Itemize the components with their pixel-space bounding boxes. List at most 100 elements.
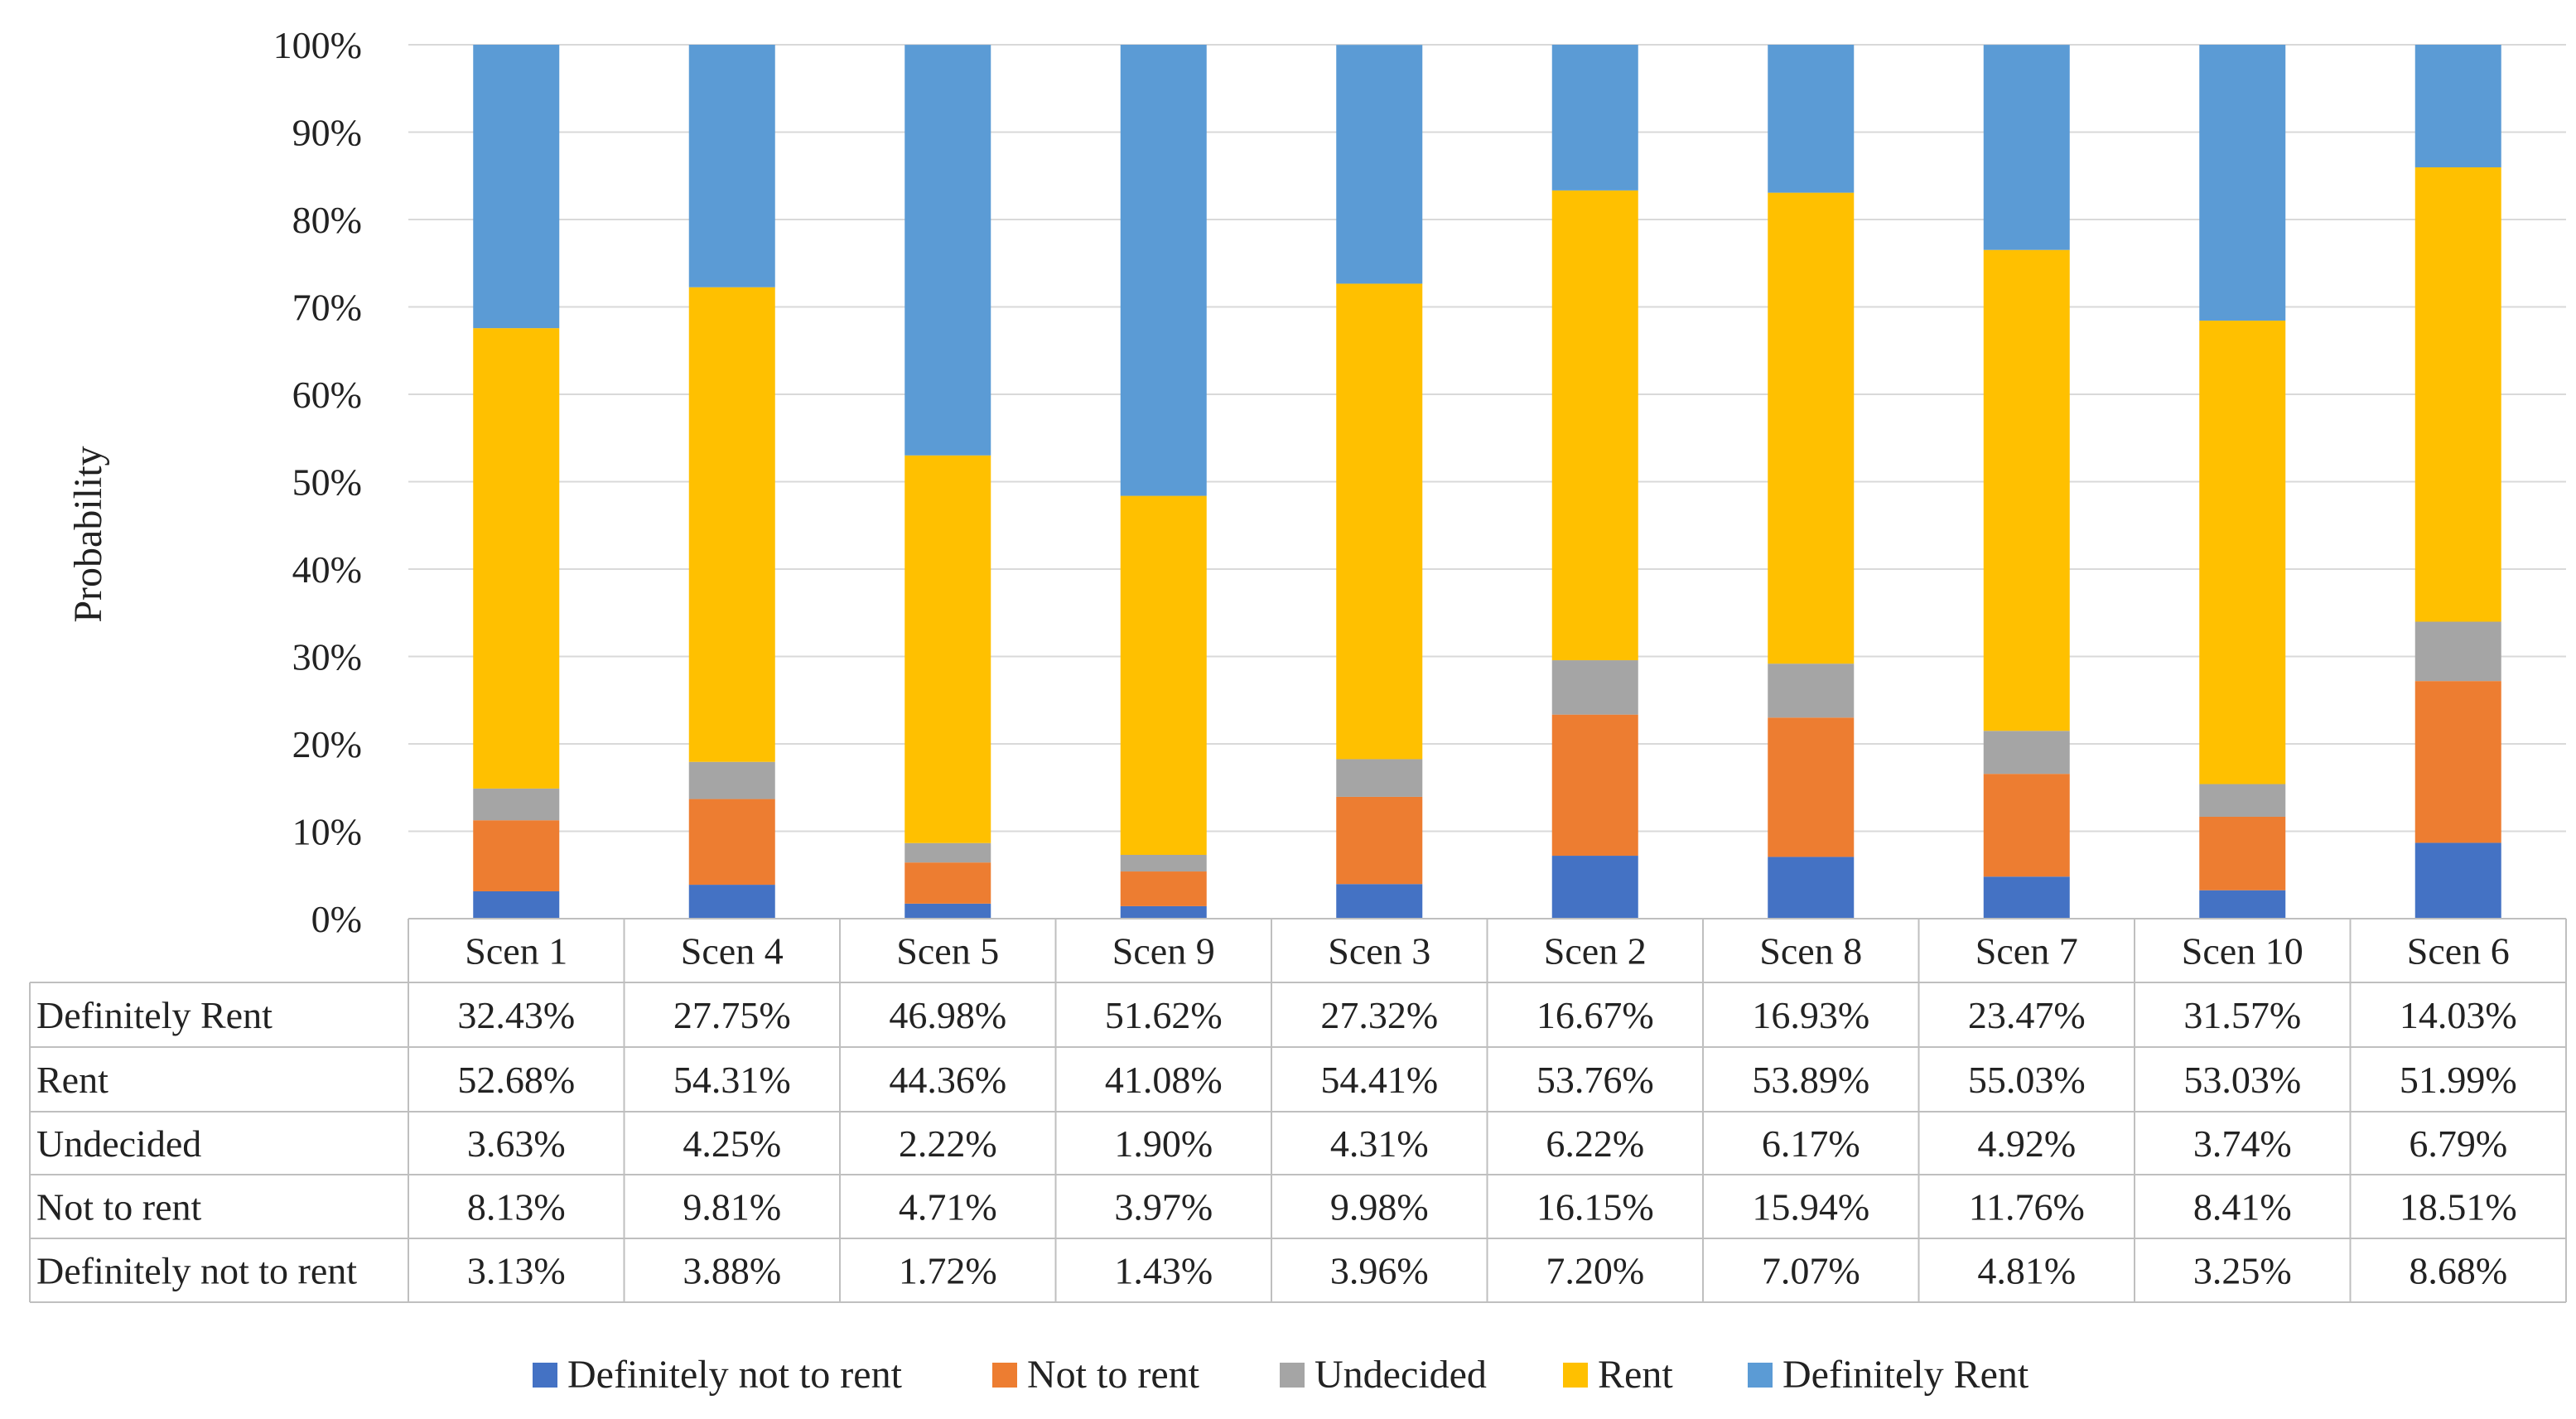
- legend-swatch: [1563, 1363, 1588, 1388]
- y-tick-label: 50%: [292, 461, 362, 504]
- bar-segment-definitely-rent: [1551, 45, 1638, 191]
- bar-segment-not-to-rent: [1336, 796, 1423, 885]
- legend-swatch: [1748, 1363, 1773, 1388]
- legend-label: Not to rent: [1027, 1353, 1200, 1397]
- table-cell-value: 31.57%: [2183, 994, 2301, 1036]
- bar-segment-rent: [1768, 192, 1855, 664]
- bar-segment-definitely-not-to-rent: [688, 885, 775, 919]
- bar-segment-undecided: [1120, 854, 1207, 872]
- table-cell-value: 1.43%: [1114, 1250, 1213, 1292]
- x-category-label: Scen 8: [1759, 930, 1862, 973]
- table-cell-value: 53.03%: [2183, 1059, 2301, 1101]
- table-cell-value: 52.68%: [457, 1059, 575, 1101]
- table-cell-value: 16.67%: [1536, 994, 1654, 1036]
- table-cell-value: 27.75%: [673, 994, 791, 1036]
- y-tick-label: 90%: [292, 112, 362, 154]
- table-cell-value: 53.89%: [1752, 1059, 1869, 1101]
- table-cell-value: 11.76%: [1969, 1186, 2085, 1228]
- table-cell-value: 3.96%: [1330, 1250, 1429, 1292]
- table-cell-value: 23.47%: [1968, 994, 2086, 1036]
- bar-segment-definitely-not-to-rent: [1551, 856, 1638, 919]
- bar-segment-definitely-rent: [904, 45, 991, 456]
- table-cell-value: 3.97%: [1114, 1186, 1213, 1228]
- bar-segment-not-to-rent: [1768, 717, 1855, 857]
- legend-swatch: [1280, 1363, 1305, 1388]
- legend-swatch: [992, 1363, 1017, 1388]
- bar-segment-definitely-not-to-rent: [1336, 884, 1423, 919]
- table-cell-value: 46.98%: [889, 994, 1006, 1036]
- bars: [473, 45, 2501, 919]
- table-cell-value: 7.07%: [1762, 1250, 1860, 1292]
- table-cell-value: 8.68%: [2409, 1250, 2507, 1292]
- table-cell-value: 4.81%: [1977, 1250, 2076, 1292]
- bar-segment-definitely-rent: [1983, 45, 2070, 250]
- bar-segment-rent: [1983, 249, 2070, 731]
- legend-label: Undecided: [1315, 1353, 1487, 1397]
- table-cell-value: 6.79%: [2409, 1122, 2507, 1165]
- bar-segment-definitely-rent: [1120, 45, 1207, 496]
- bar-segment-undecided: [2414, 621, 2501, 682]
- table-cell-value: 9.81%: [683, 1186, 781, 1228]
- bar-segment-definitely-not-to-rent: [1983, 876, 2070, 919]
- table-cell-value: 8.41%: [2193, 1186, 2292, 1228]
- table-cell-value: 16.15%: [1536, 1186, 1654, 1228]
- y-tick-label: 40%: [292, 548, 362, 591]
- bar-segment-not-to-rent: [2199, 816, 2286, 890]
- y-axis-label: Probability: [66, 446, 110, 622]
- bar-segment-undecided: [473, 788, 560, 821]
- table-row-label: Rent: [36, 1059, 109, 1101]
- table-cell-value: 44.36%: [889, 1059, 1006, 1101]
- y-tick-label: 0%: [311, 898, 362, 940]
- table-cell-value: 16.93%: [1752, 994, 1869, 1036]
- bar-segment-definitely-rent: [2414, 45, 2501, 168]
- table-cell-value: 3.88%: [683, 1250, 781, 1292]
- bar-segment-not-to-rent: [1983, 774, 2070, 877]
- table-cell-value: 51.99%: [2400, 1059, 2517, 1101]
- bar-segment-definitely-not-to-rent: [904, 903, 991, 919]
- bar-segment-definitely-rent: [688, 45, 775, 287]
- table-cell-value: 2.22%: [899, 1122, 997, 1165]
- x-category-label: Scen 1: [465, 930, 567, 973]
- table-cell-value: 4.31%: [1330, 1122, 1429, 1165]
- table-cell-value: 4.92%: [1977, 1122, 2076, 1165]
- bar-segment-not-to-rent: [2414, 681, 2501, 843]
- x-category-label: Scen 9: [1112, 930, 1215, 973]
- legend-label: Definitely not to rent: [567, 1353, 903, 1397]
- table-row-label: Definitely not to rent: [36, 1250, 357, 1292]
- bar-segment-definitely-rent: [473, 45, 560, 329]
- bar-segment-not-to-rent: [1120, 871, 1207, 906]
- table-cell-value: 27.32%: [1320, 994, 1438, 1036]
- bar-segment-definitely-rent: [1336, 45, 1423, 284]
- bar-segment-definitely-not-to-rent: [473, 890, 560, 919]
- bar-segment-rent: [1551, 190, 1638, 661]
- bar-segment-not-to-rent: [904, 862, 991, 904]
- bar-segment-undecided: [688, 761, 775, 799]
- legend-swatch: [533, 1363, 557, 1388]
- table-cell-value: 4.71%: [899, 1186, 997, 1228]
- table-cell-value: 4.25%: [683, 1122, 781, 1165]
- bar-segment-rent: [1120, 495, 1207, 855]
- table-cell-value: 3.13%: [467, 1250, 566, 1292]
- legend-label: Definitely Rent: [1782, 1353, 2029, 1397]
- table-cell-value: 55.03%: [1968, 1059, 2086, 1101]
- table-cell-value: 6.22%: [1546, 1122, 1644, 1165]
- table-cell-value: 54.31%: [673, 1059, 791, 1101]
- table-cell-value: 9.98%: [1330, 1186, 1429, 1228]
- legend-label: Rent: [1598, 1353, 1673, 1397]
- table-cell-value: 1.72%: [899, 1250, 997, 1292]
- y-tick-label: 10%: [292, 811, 362, 853]
- table-row-label: Definitely Rent: [36, 994, 273, 1036]
- bar-segment-undecided: [1768, 664, 1855, 718]
- table-cell-value: 6.17%: [1762, 1122, 1860, 1165]
- x-category-label: Scen 5: [896, 930, 999, 973]
- x-category-label: Scen 2: [1544, 930, 1647, 973]
- bar-segment-undecided: [2199, 784, 2286, 817]
- table-cell-value: 3.25%: [2193, 1250, 2292, 1292]
- bar-segment-rent: [2199, 321, 2286, 784]
- table-cell-value: 3.74%: [2193, 1122, 2292, 1165]
- table-cell-value: 54.41%: [1320, 1059, 1438, 1101]
- bar-segment-not-to-rent: [1551, 714, 1638, 857]
- table-row-label: Undecided: [36, 1122, 201, 1165]
- table-cell-value: 53.76%: [1536, 1059, 1654, 1101]
